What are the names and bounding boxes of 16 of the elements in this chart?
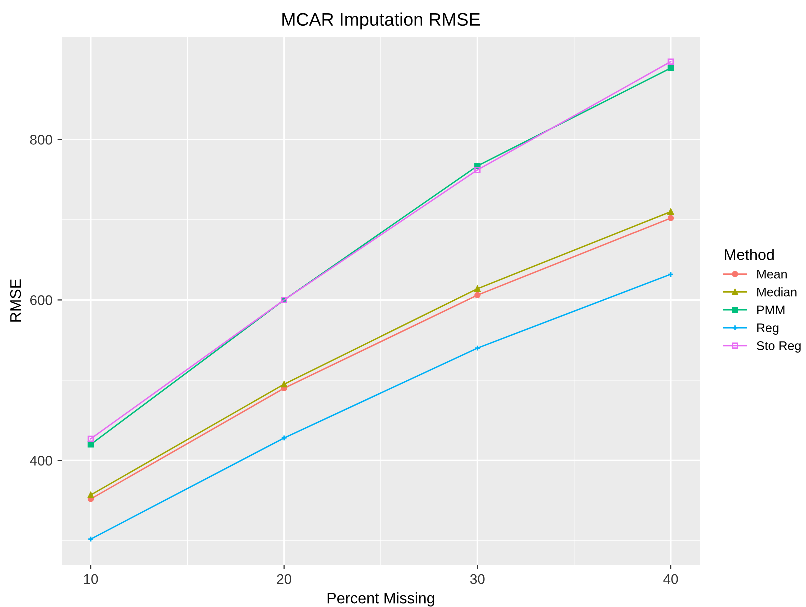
- chart-title: MCAR Imputation RMSE: [282, 12, 480, 30]
- legend-label: Reg: [758, 324, 779, 335]
- legend-title: Method: [725, 249, 774, 260]
- x-tick-label: 40: [664, 574, 678, 584]
- legend-label: Mean: [758, 270, 787, 279]
- legend-label: PMM: [758, 306, 785, 314]
- x-tick-label: 10: [84, 574, 98, 584]
- x-axis-title: Percent Missing: [328, 592, 434, 607]
- y-tick-label: 400: [30, 456, 52, 466]
- y-axis-title: RMSE: [10, 280, 22, 322]
- x-tick-label: 20: [277, 574, 292, 584]
- legend-label: Median: [758, 288, 797, 297]
- x-tick-label: 30: [470, 574, 485, 584]
- y-tick-label: 600: [30, 296, 52, 306]
- y-tick-label: 800: [30, 135, 52, 145]
- legend-label: Sto Reg: [757, 342, 801, 353]
